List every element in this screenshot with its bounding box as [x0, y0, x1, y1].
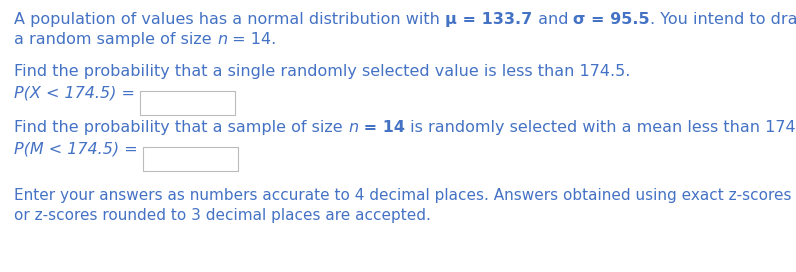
Text: Find the probability that a single randomly selected value is less than 174.5.: Find the probability that a single rando…	[14, 64, 630, 79]
Text: A population of values has a normal distribution with: A population of values has a normal dist…	[14, 12, 445, 27]
Text: P(X < 174.5) =: P(X < 174.5) =	[14, 85, 135, 100]
Text: n: n	[348, 120, 358, 135]
Text: σ = 95.5: σ = 95.5	[573, 12, 650, 27]
Text: n: n	[217, 32, 227, 47]
Text: or z-scores rounded to 3 decimal places are accepted.: or z-scores rounded to 3 decimal places …	[14, 208, 431, 223]
Text: = 14.: = 14.	[227, 32, 276, 47]
Text: Enter your answers as numbers accurate to 4 decimal places. Answers obtained usi: Enter your answers as numbers accurate t…	[14, 188, 792, 203]
Text: is randomly selected with a mean less than 174.5.: is randomly selected with a mean less th…	[405, 120, 796, 135]
Text: P(M < 174.5) =: P(M < 174.5) =	[14, 141, 138, 156]
Text: a random sample of size: a random sample of size	[14, 32, 217, 47]
Text: = 14: = 14	[358, 120, 405, 135]
Text: . You intend to draw: . You intend to draw	[650, 12, 796, 27]
Text: μ = 133.7: μ = 133.7	[445, 12, 533, 27]
Text: Find the probability that a sample of size: Find the probability that a sample of si…	[14, 120, 348, 135]
Text: and: and	[533, 12, 573, 27]
